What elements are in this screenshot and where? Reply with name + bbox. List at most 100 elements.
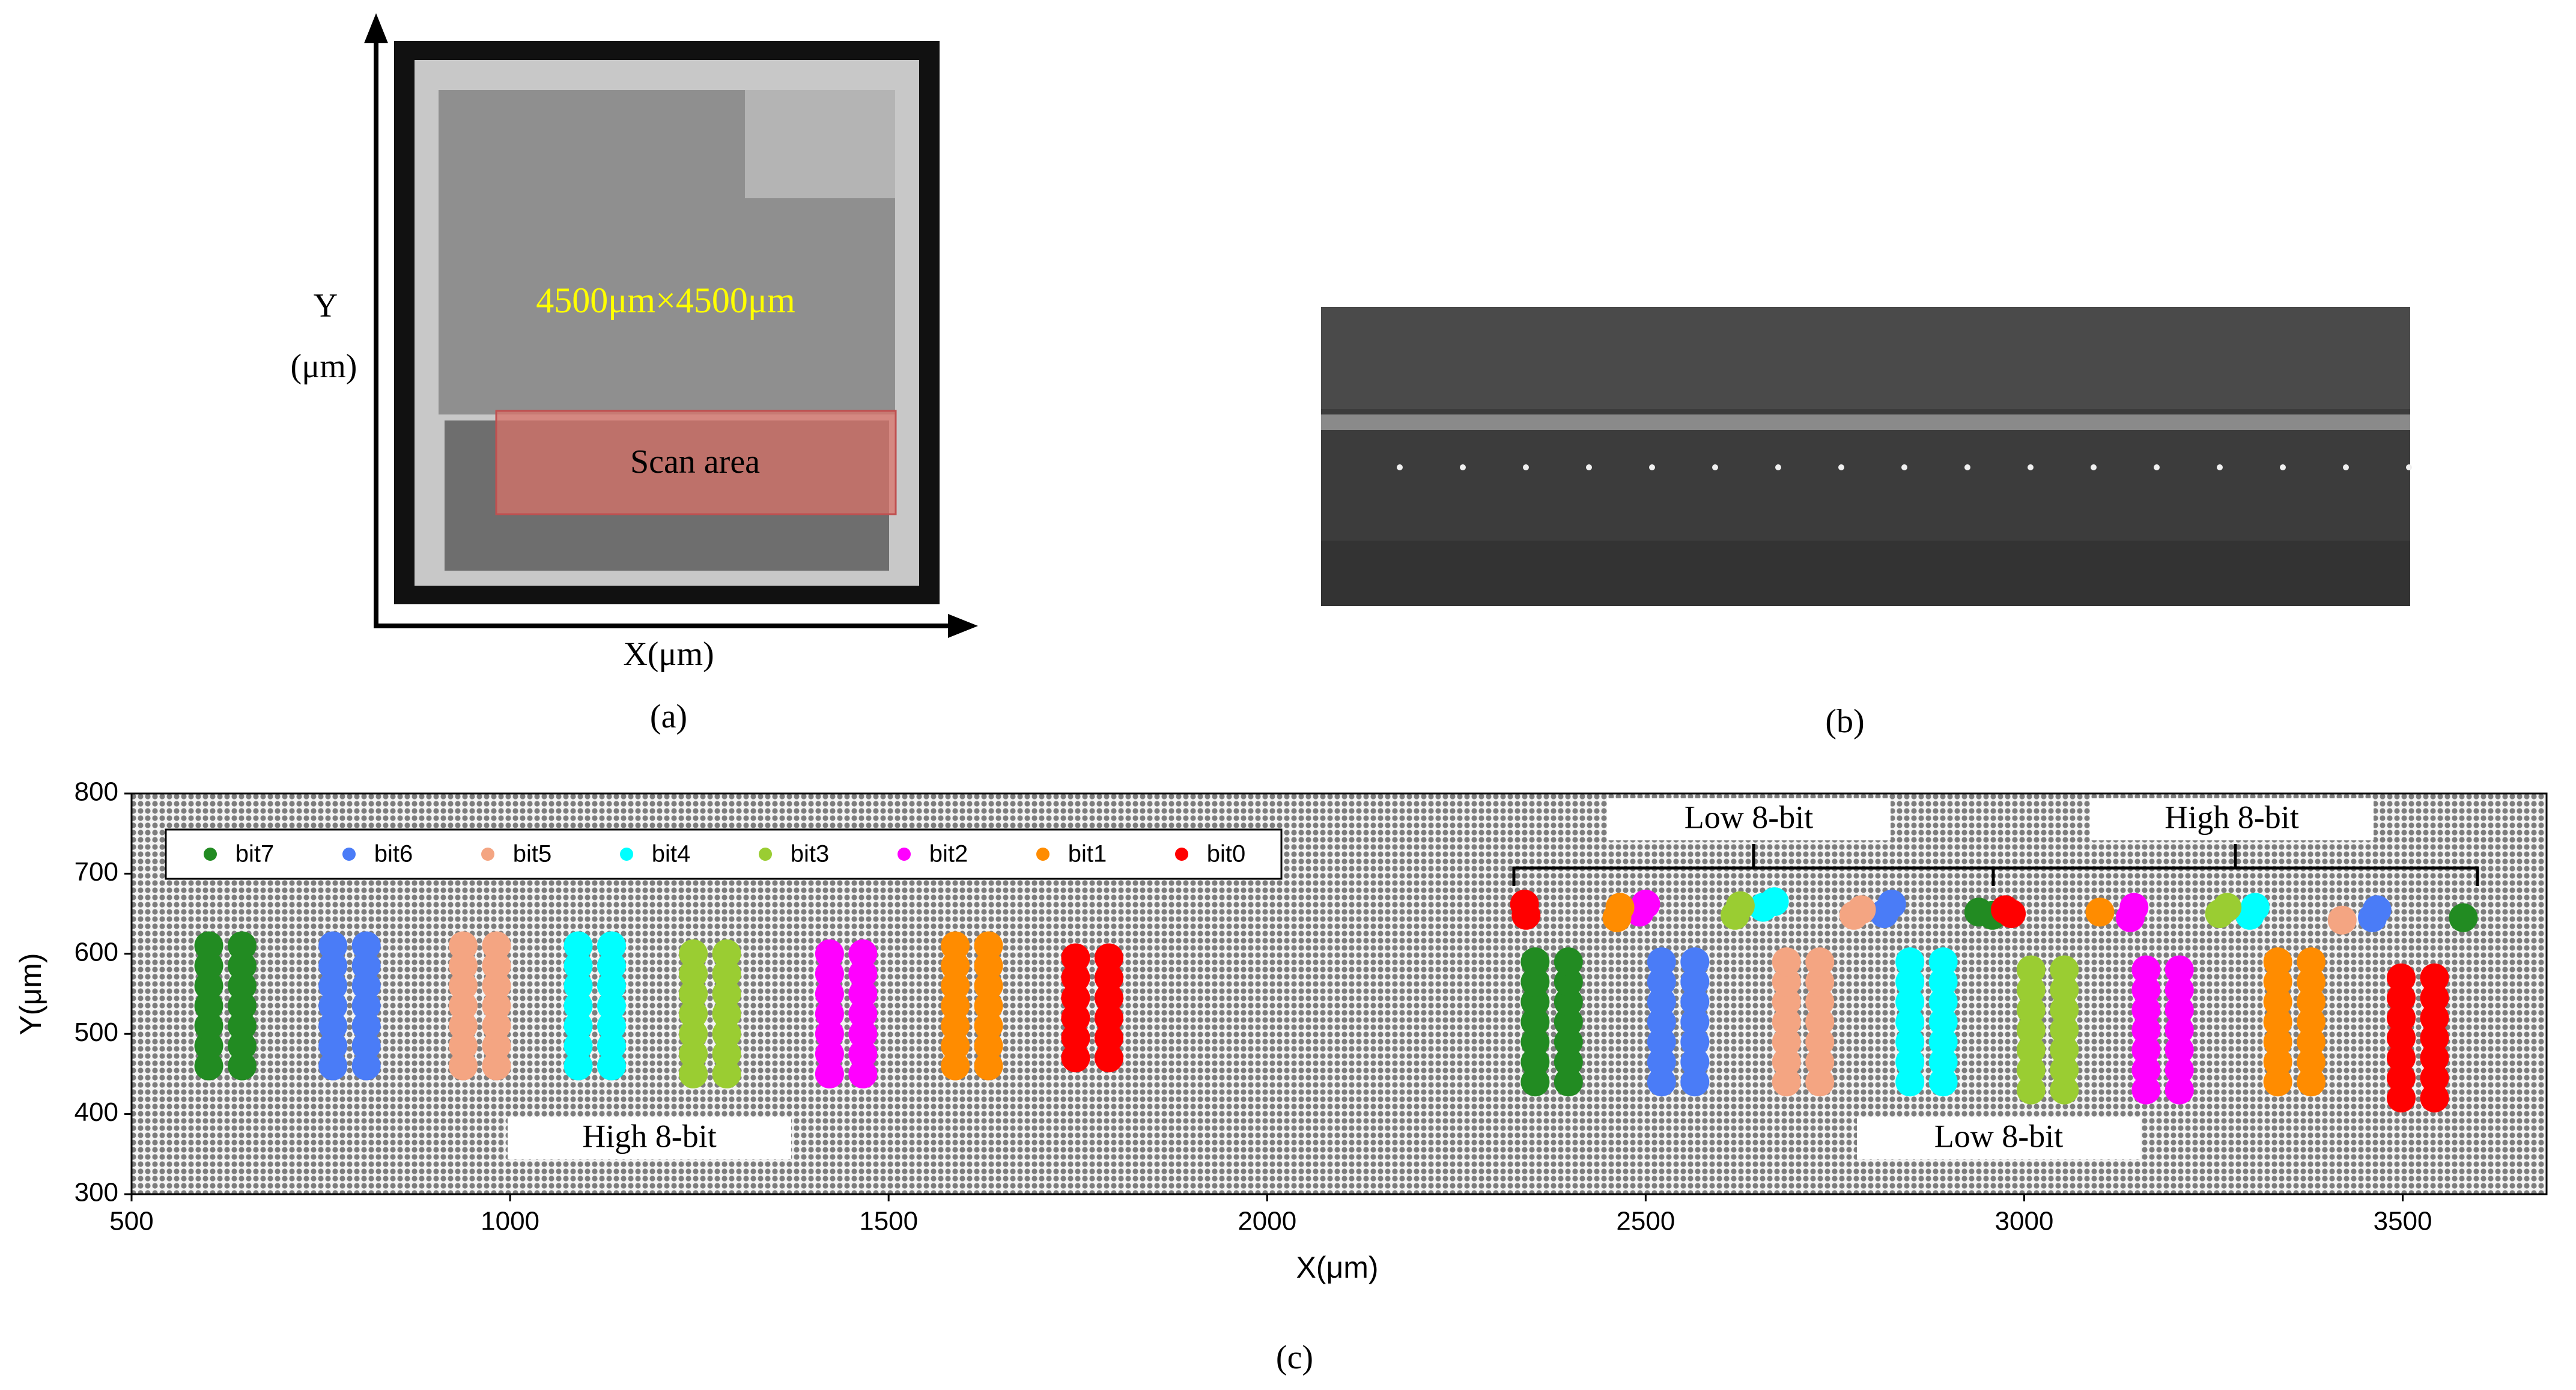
legend-label: bit7 — [235, 841, 275, 867]
point — [2420, 1003, 2449, 1033]
point — [2263, 1007, 2292, 1037]
scan-label: Scan area — [630, 443, 760, 481]
point — [1680, 1047, 1710, 1076]
point — [1772, 947, 1801, 977]
point — [564, 931, 593, 961]
point — [2263, 1047, 2292, 1076]
point — [1094, 1003, 1123, 1033]
y-tick-label: 500 — [74, 1018, 118, 1047]
point — [2050, 995, 2079, 1025]
point — [2050, 1055, 2079, 1085]
point — [597, 1011, 626, 1040]
point — [1772, 1067, 1801, 1097]
point — [848, 1039, 878, 1069]
point — [1805, 987, 1835, 1016]
point — [227, 951, 257, 980]
point — [2297, 1067, 2326, 1097]
spot — [2280, 464, 2286, 470]
point — [194, 991, 223, 1021]
caption: (c) — [1276, 1339, 1313, 1376]
spot — [1712, 464, 1718, 470]
point — [1928, 1047, 1958, 1076]
point — [2263, 1067, 2292, 1097]
point — [227, 991, 257, 1021]
annotation-box — [2090, 798, 2374, 840]
point — [974, 1051, 1003, 1081]
point — [351, 1011, 381, 1040]
point — [2131, 1075, 2161, 1105]
legend-marker — [1036, 848, 1050, 861]
point — [2050, 1075, 2079, 1105]
y-unit: (μm) — [291, 348, 357, 385]
point — [1520, 1067, 1550, 1097]
legend-marker — [1175, 848, 1188, 861]
point — [1928, 1007, 1958, 1037]
legend-marker — [620, 848, 633, 861]
point — [1895, 1047, 1925, 1076]
point — [848, 999, 878, 1028]
point — [1061, 1023, 1090, 1052]
point — [2131, 975, 2161, 1004]
legend-label: bit4 — [652, 841, 691, 867]
point — [318, 1011, 348, 1040]
point — [482, 971, 511, 1001]
brace — [1991, 844, 2479, 886]
point — [1520, 1047, 1550, 1076]
point — [2050, 1015, 2079, 1045]
point — [1520, 987, 1550, 1016]
x-tick-label: 3500 — [2374, 1207, 2432, 1236]
point — [2420, 1043, 2449, 1073]
annotation: Low 8-bit — [1684, 799, 1813, 835]
point — [848, 1019, 878, 1049]
point — [712, 999, 741, 1028]
point — [318, 971, 348, 1001]
point — [2164, 975, 2194, 1004]
point — [2387, 963, 2416, 992]
spot — [2028, 464, 2034, 470]
point — [2050, 1035, 2079, 1064]
point — [941, 1051, 970, 1081]
point — [1605, 893, 1635, 922]
point — [2387, 1043, 2416, 1073]
point — [848, 1059, 878, 1088]
point — [974, 991, 1003, 1021]
point — [1647, 967, 1676, 997]
point — [2240, 893, 2270, 922]
point — [1805, 1027, 1835, 1057]
point — [1647, 1007, 1676, 1037]
point — [2131, 1035, 2161, 1064]
point — [1680, 987, 1710, 1016]
point — [1805, 967, 1835, 997]
point — [941, 1011, 970, 1040]
point — [2164, 1075, 2194, 1105]
point — [1680, 1007, 1710, 1037]
point — [1094, 963, 1123, 992]
point — [1928, 1067, 1958, 1097]
point — [2420, 1083, 2449, 1112]
point — [351, 1051, 381, 1081]
point — [974, 951, 1003, 980]
point — [597, 1031, 626, 1061]
point — [1805, 1007, 1835, 1037]
point — [712, 1039, 741, 1069]
point — [974, 1011, 1003, 1040]
point — [1520, 967, 1550, 997]
point — [2050, 955, 2079, 985]
point — [2387, 983, 2416, 1013]
annotation: High 8-bit — [582, 1118, 717, 1154]
point — [1554, 967, 1583, 997]
point — [1511, 900, 1541, 930]
point — [1554, 947, 1583, 977]
x-tick-label: 500 — [109, 1207, 153, 1236]
legend-box — [165, 828, 1283, 880]
point — [1772, 1047, 1801, 1076]
point — [2387, 1023, 2416, 1052]
spot — [1586, 464, 1592, 470]
arrow-head — [948, 614, 978, 638]
annotation-box — [1857, 1117, 2140, 1159]
point — [1772, 1027, 1801, 1057]
point — [318, 951, 348, 980]
point — [2016, 1035, 2046, 1064]
point — [679, 1059, 708, 1088]
point — [1895, 987, 1925, 1016]
